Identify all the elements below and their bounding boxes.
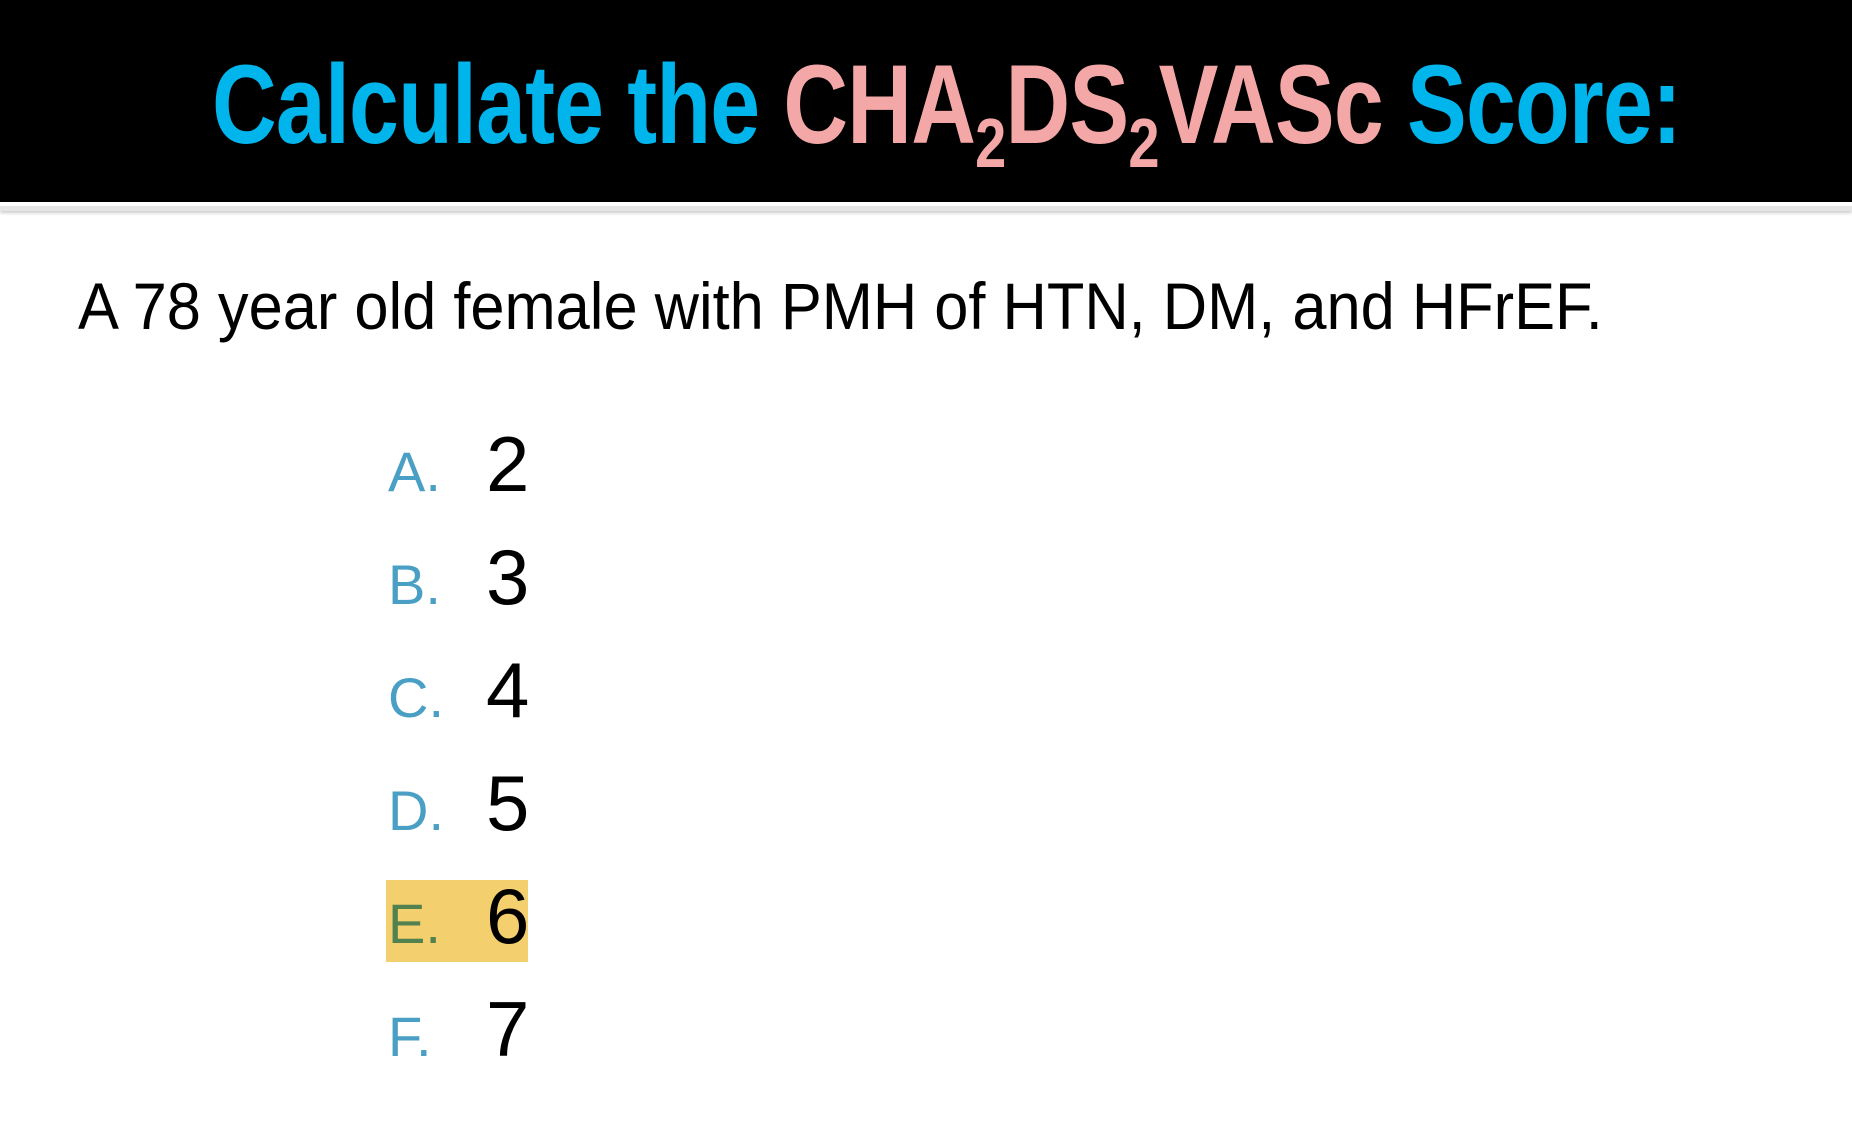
score-name: CHA2DS2VASc bbox=[783, 42, 1383, 182]
option-value: 3 bbox=[486, 533, 530, 621]
answer-option-b[interactable]: B. 3 bbox=[386, 533, 529, 623]
option-letter: C. bbox=[388, 666, 444, 729]
divider bbox=[0, 206, 1852, 211]
title-bar: Calculate the CHA2DS2VASc Score: bbox=[0, 0, 1852, 202]
option-value: 4 bbox=[486, 646, 530, 734]
slide-title: Calculate the CHA2DS2VASc Score: bbox=[212, 42, 1682, 182]
option-letter: D. bbox=[388, 779, 444, 842]
option-value: 6 bbox=[486, 872, 530, 960]
option-letter: F. bbox=[388, 1005, 432, 1068]
answer-option-d[interactable]: D. 5 bbox=[386, 759, 529, 849]
option-value: 5 bbox=[486, 759, 530, 847]
option-value: 2 bbox=[486, 420, 530, 508]
answer-option-c[interactable]: C. 4 bbox=[386, 646, 529, 736]
answer-option-f[interactable]: F. 7 bbox=[386, 985, 529, 1075]
option-value: 7 bbox=[486, 985, 530, 1073]
answer-option-a[interactable]: A. 2 bbox=[386, 420, 529, 510]
answer-option-e[interactable]: E. 6 bbox=[386, 872, 529, 962]
question-text: A 78 year old female with PMH of HTN, DM… bbox=[78, 269, 1603, 343]
option-letter: A. bbox=[388, 440, 441, 503]
option-letter: B. bbox=[388, 553, 441, 616]
option-letter: E. bbox=[388, 892, 441, 955]
